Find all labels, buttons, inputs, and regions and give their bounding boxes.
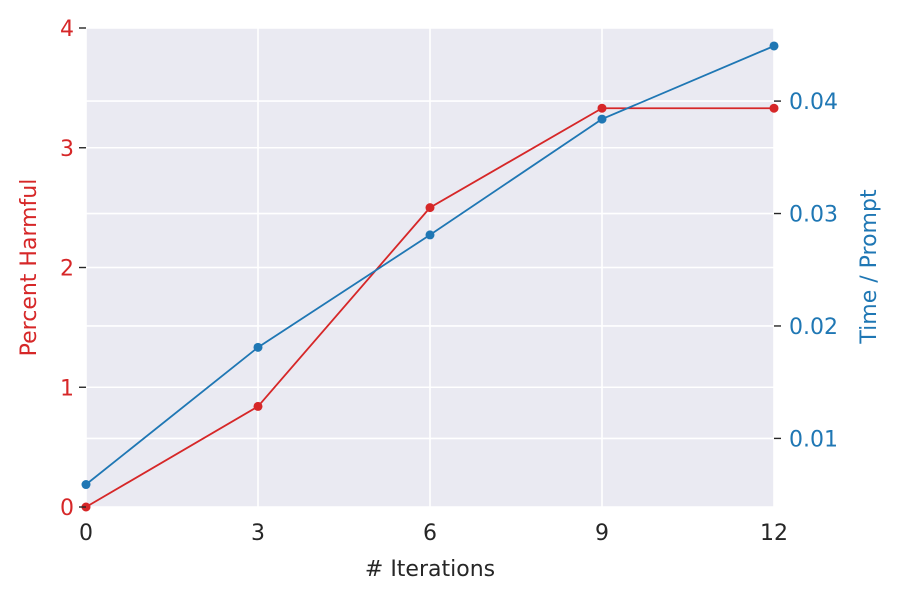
left-y-tick-label: 4 bbox=[60, 17, 74, 42]
grid bbox=[85, 27, 775, 508]
right-y-tick-label: 0.01 bbox=[789, 427, 838, 452]
x-tick-label: 0 bbox=[79, 521, 93, 546]
x-tick-label: 9 bbox=[595, 521, 609, 546]
series-layer bbox=[81, 41, 779, 512]
right-y-axis: 0.01 0.02 0.03 0.04 bbox=[774, 90, 838, 452]
percent-harmful-point bbox=[769, 103, 779, 113]
x-tick-label: 6 bbox=[423, 521, 437, 546]
right-y-tick-label: 0.03 bbox=[789, 203, 838, 228]
x-tick-label: 3 bbox=[251, 521, 265, 546]
time-per-prompt-point bbox=[253, 342, 263, 352]
right-y-tick-label: 0.02 bbox=[789, 315, 838, 340]
x-tick-label: 12 bbox=[760, 521, 788, 546]
time-per-prompt-point bbox=[425, 230, 435, 240]
x-axis: 0 3 6 9 12 bbox=[79, 521, 788, 546]
left-y-axis: 0 1 2 3 4 bbox=[60, 17, 86, 521]
time-per-prompt-point bbox=[769, 41, 779, 51]
x-axis-label: # Iterations bbox=[365, 557, 495, 582]
right-y-axis-label: Time / Prompt bbox=[857, 189, 882, 345]
left-y-tick-label: 0 bbox=[60, 496, 74, 521]
left-y-tick-label: 1 bbox=[60, 376, 74, 401]
time-per-prompt-point bbox=[81, 480, 91, 490]
left-y-axis-label: Percent Harmful bbox=[17, 179, 42, 357]
left-y-tick-label: 2 bbox=[60, 257, 74, 282]
percent-harmful-point bbox=[597, 103, 607, 113]
time-per-prompt-point bbox=[597, 114, 607, 124]
percent-harmful-point bbox=[425, 203, 435, 213]
percent-harmful-point bbox=[253, 401, 263, 411]
left-y-tick-label: 3 bbox=[60, 137, 74, 162]
right-y-tick-label: 0.04 bbox=[789, 90, 838, 115]
